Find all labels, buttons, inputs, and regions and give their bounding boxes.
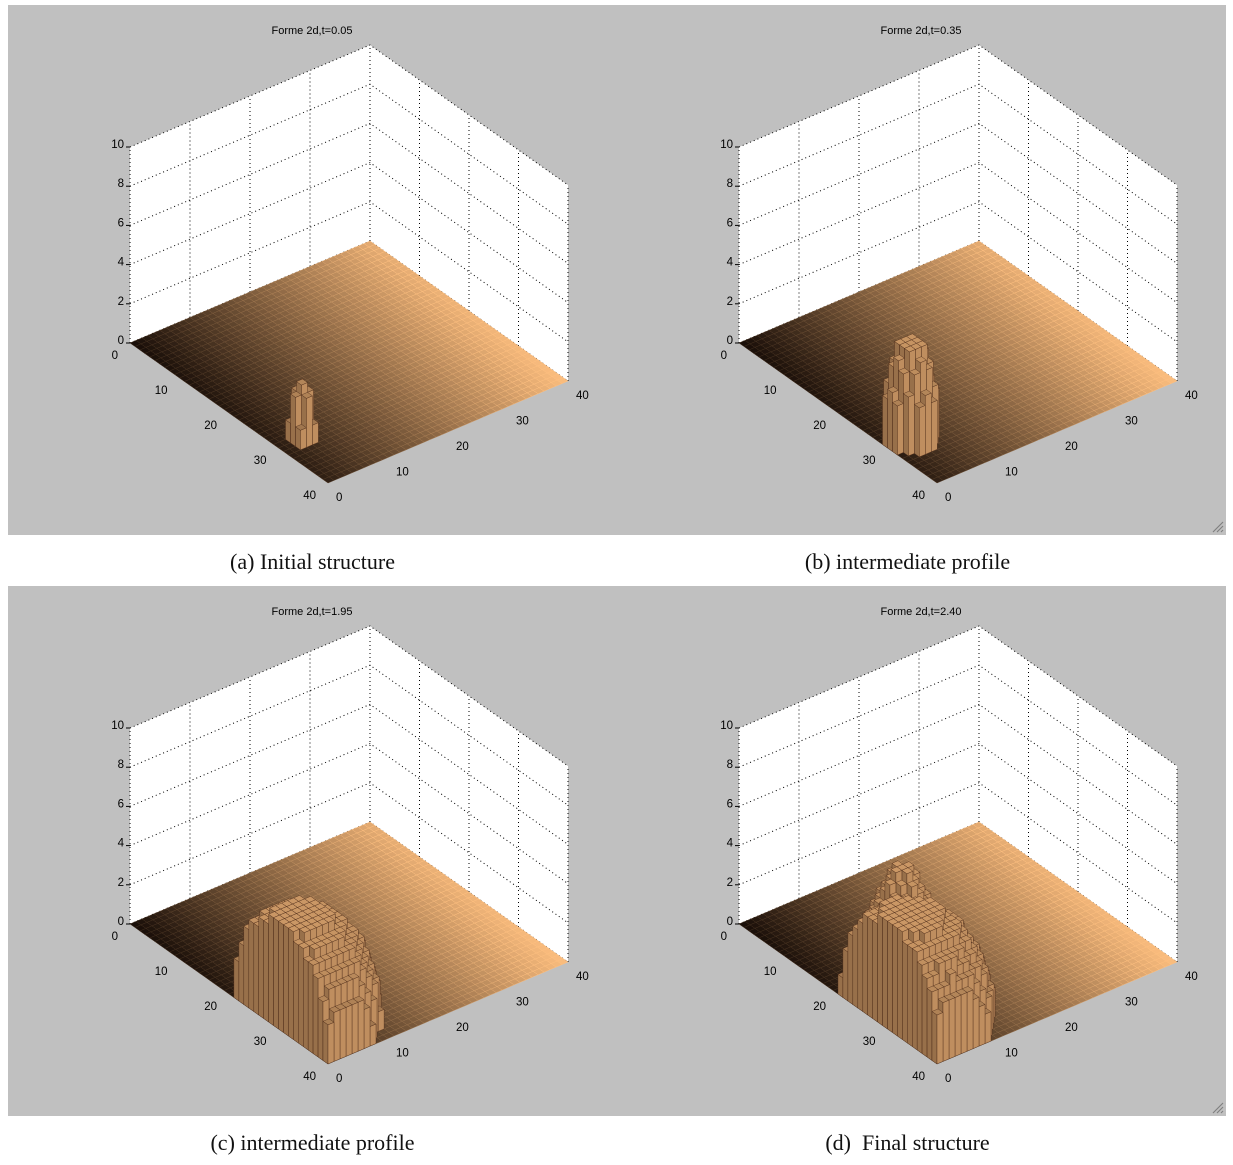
figure-window-bottom: Forme 2d,t=1.95 0 2 4 6 8 10 0 10 20 30 40 0 10 20 30 40… bbox=[8, 586, 1226, 1116]
plot-b-ytick: 0 bbox=[945, 492, 951, 504]
plot-b-xtick: 10 bbox=[764, 385, 777, 397]
plot-b-ytick: 30 bbox=[1125, 416, 1138, 428]
plot-d-xtick: 40 bbox=[912, 1071, 925, 1083]
plot-a-ytick: 0 bbox=[336, 492, 342, 504]
plot-a-xtick: 30 bbox=[254, 455, 267, 467]
plot-a: Forme 2d,t=0.05 0 2 4 6 8 10 0 10 20 30 40 0 10 20 30 40 bbox=[111, 25, 589, 504]
plot-d-ztick: 4 bbox=[727, 838, 734, 850]
plot-d-ytick: 30 bbox=[1125, 997, 1138, 1009]
plot-c-ytick: 20 bbox=[456, 1022, 469, 1034]
plot-b-ytick: 20 bbox=[1065, 441, 1078, 453]
plot-c-ztick: 4 bbox=[118, 838, 125, 850]
plot-a-columns bbox=[285, 378, 319, 451]
plot-d-ytick: 10 bbox=[1005, 1048, 1018, 1060]
plot-b-xtick: 40 bbox=[912, 490, 925, 502]
plot-c-xtick: 0 bbox=[112, 931, 118, 943]
plot-d-xtick: 30 bbox=[863, 1036, 876, 1048]
plot-d-ytick: 0 bbox=[945, 1073, 951, 1085]
plot-a-surface bbox=[129, 240, 569, 484]
plot-b-xtick: 0 bbox=[721, 350, 727, 362]
plot-d-ztick: 10 bbox=[720, 720, 733, 732]
plot-d-ztick: 8 bbox=[727, 759, 733, 771]
plot-b-ztick: 4 bbox=[727, 257, 734, 269]
subplot-a: Forme 2d,t=0.05 0 2 4 6 8 10 0 10 20 30 40 0 10 20 30 40 bbox=[8, 5, 617, 535]
plot-d-ztick: 2 bbox=[727, 877, 733, 889]
plot-a-ytick: 20 bbox=[456, 441, 469, 453]
plot-a-xtick: 10 bbox=[155, 385, 168, 397]
plot-b-xtick: 30 bbox=[863, 455, 876, 467]
plot-a-xtick: 0 bbox=[112, 350, 118, 362]
plot-a-ztick: 6 bbox=[118, 217, 124, 229]
plot-c-ztick: 2 bbox=[118, 877, 124, 889]
plot-c: Forme 2d,t=1.95 0 2 4 6 8 10 0 10 20 30 40 0 10 20 30 40 bbox=[111, 606, 589, 1085]
subplot-c: Forme 2d,t=1.95 0 2 4 6 8 10 0 10 20 30 40 0 10 20 30 40 bbox=[8, 586, 617, 1116]
subplot-b: Forme 2d,t=0.35 0 2 4 6 8 10 0 10 20 30 40 0 10 20 30 40 bbox=[617, 5, 1226, 535]
figure-window-top: Forme 2d,t=0.05 0 2 4 6 8 10 0 10 20 30 40 0 10 20 30 40… bbox=[8, 5, 1226, 535]
plot-d-xtick: 20 bbox=[813, 1001, 826, 1013]
plot-c-title: Forme 2d,t=1.95 bbox=[271, 606, 352, 618]
plot-c-ztick: 10 bbox=[111, 720, 124, 732]
plot-b-ztick: 8 bbox=[727, 178, 733, 190]
plot-c-grid bbox=[129, 625, 569, 963]
plot-d-xtick: 0 bbox=[721, 931, 727, 943]
plot-c-xtick: 10 bbox=[155, 966, 168, 978]
plot-c-ztick: 8 bbox=[118, 759, 124, 771]
plot-d-title: Forme 2d,t=2.40 bbox=[880, 606, 961, 618]
plot-c-ytick: 10 bbox=[396, 1048, 409, 1060]
plot-a-xtick: 20 bbox=[204, 420, 217, 432]
resize-grip-icon[interactable] bbox=[1210, 519, 1224, 533]
plot-c-xtick: 20 bbox=[204, 1001, 217, 1013]
plot-b-ztick: 6 bbox=[727, 217, 733, 229]
plot-d-ztick: 0 bbox=[727, 916, 733, 928]
plot-b-ztick: 0 bbox=[727, 335, 733, 347]
plot-b-ytick: 40 bbox=[1185, 390, 1198, 402]
caption-a: (a) Initial structure bbox=[230, 549, 395, 574]
plot-b-columns bbox=[882, 333, 940, 458]
caption-c: (c) intermediate profile bbox=[210, 1130, 415, 1155]
plot-b-title: Forme 2d,t=0.35 bbox=[880, 25, 961, 37]
caption-d: (d) Final structure bbox=[825, 1130, 990, 1155]
plot-c-xtick: 30 bbox=[254, 1036, 267, 1048]
plot-a-ytick: 10 bbox=[396, 467, 409, 479]
plot-c-xtick: 40 bbox=[303, 1071, 316, 1083]
plot-c-ztick: 6 bbox=[118, 798, 124, 810]
plot-a-xtick: 40 bbox=[303, 490, 316, 502]
plot-c-columns bbox=[233, 895, 385, 1065]
plot-a-ztick: 8 bbox=[118, 178, 124, 190]
plot-c-ytick: 0 bbox=[336, 1073, 342, 1085]
plot-d: Forme 2d,t=2.40 0 2 4 6 8 10 0 10 20 30 40 0 10 20 30 40 bbox=[720, 606, 1198, 1085]
plot-b-surface bbox=[738, 240, 1178, 484]
plot-a-title: Forme 2d,t=0.05 bbox=[271, 25, 352, 37]
subplot-d: Forme 2d,t=2.40 0 2 4 6 8 10 0 10 20 30 40 0 10 20 30 40 bbox=[617, 586, 1226, 1116]
plot-d-ytick: 40 bbox=[1185, 971, 1198, 983]
plot-c-ztick: 0 bbox=[118, 916, 124, 928]
plot-c-ytick: 30 bbox=[516, 997, 529, 1009]
plot-d-columns bbox=[837, 860, 996, 1065]
plot-a-ztick: 4 bbox=[118, 257, 125, 269]
plot-b-ztick: 2 bbox=[727, 296, 733, 308]
plot-a-ytick: 30 bbox=[516, 416, 529, 428]
plot-d-xtick: 10 bbox=[764, 966, 777, 978]
plot-b: Forme 2d,t=0.35 0 2 4 6 8 10 0 10 20 30 40 0 10 20 30 40 bbox=[720, 25, 1198, 504]
plot-b-ytick: 10 bbox=[1005, 467, 1018, 479]
plot-d-ytick: 20 bbox=[1065, 1022, 1078, 1034]
plot-a-ztick: 2 bbox=[118, 296, 124, 308]
plot-b-ztick: 10 bbox=[720, 139, 733, 151]
plot-c-ytick: 40 bbox=[576, 971, 589, 983]
caption-b: (b) intermediate profile bbox=[804, 549, 1011, 574]
plot-a-ztick: 10 bbox=[111, 139, 124, 151]
plot-a-ztick: 0 bbox=[118, 335, 124, 347]
plot-d-ztick: 6 bbox=[727, 798, 733, 810]
resize-grip-icon[interactable] bbox=[1210, 1100, 1224, 1114]
plot-b-xtick: 20 bbox=[813, 420, 826, 432]
plot-a-ytick: 40 bbox=[576, 390, 589, 402]
